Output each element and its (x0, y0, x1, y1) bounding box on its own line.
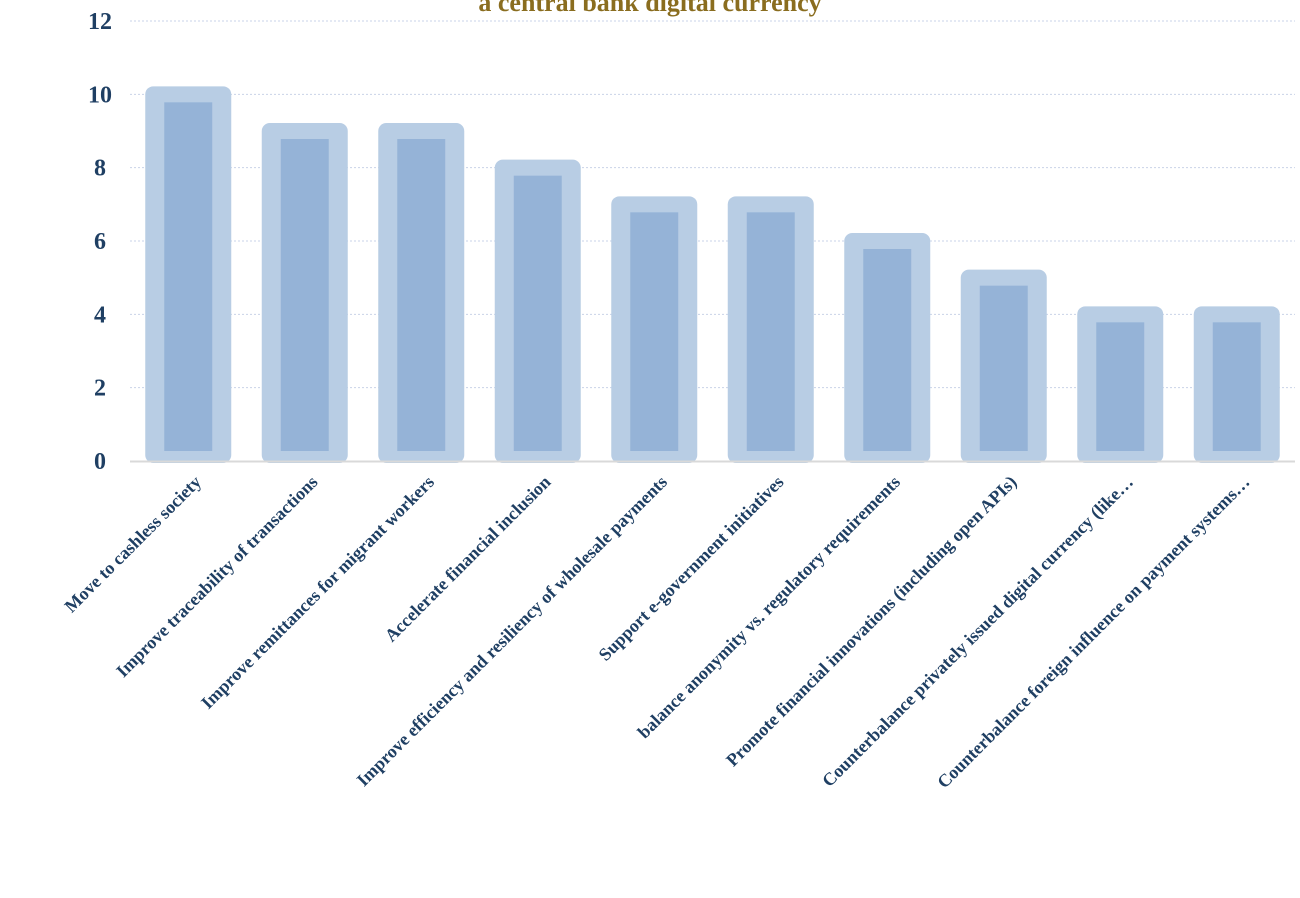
bar (979, 285, 1028, 451)
bar (1212, 322, 1261, 451)
x-tick-label: Improve remittances for migrant workers (197, 472, 438, 713)
bars (145, 86, 1280, 464)
bar-group (960, 269, 1047, 463)
y-tick-label: 6 (94, 229, 106, 255)
y-tick-label: 4 (94, 302, 106, 328)
bar-group (378, 123, 465, 463)
bar (164, 102, 213, 451)
bar-group (727, 196, 814, 464)
bar-group (145, 86, 232, 463)
x-tick-label: balance anonymity vs. regulatory require… (634, 472, 904, 742)
bar (863, 249, 912, 451)
bar (397, 139, 446, 451)
bar (1096, 322, 1145, 451)
y-tick-label: 2 (94, 376, 106, 402)
bar-group (611, 196, 698, 464)
bar-group (1077, 306, 1164, 463)
bar-group (494, 159, 581, 463)
bar-group (261, 123, 348, 463)
y-tick-label: 10 (88, 82, 112, 108)
y-tick-label: 8 (94, 156, 106, 182)
bar (513, 175, 562, 451)
y-tick-label: 12 (88, 9, 112, 35)
bar-group (844, 233, 931, 463)
bar (280, 139, 329, 451)
x-tick-label: Support e-government initiatives (595, 472, 788, 665)
x-tick-label: Improve traceability of transactions (112, 472, 321, 681)
chart-title: a central bank digital currency (478, 0, 821, 17)
bar (630, 212, 679, 451)
bar (746, 212, 795, 451)
bar-group (1193, 306, 1280, 463)
y-tick-label: 0 (94, 449, 106, 475)
